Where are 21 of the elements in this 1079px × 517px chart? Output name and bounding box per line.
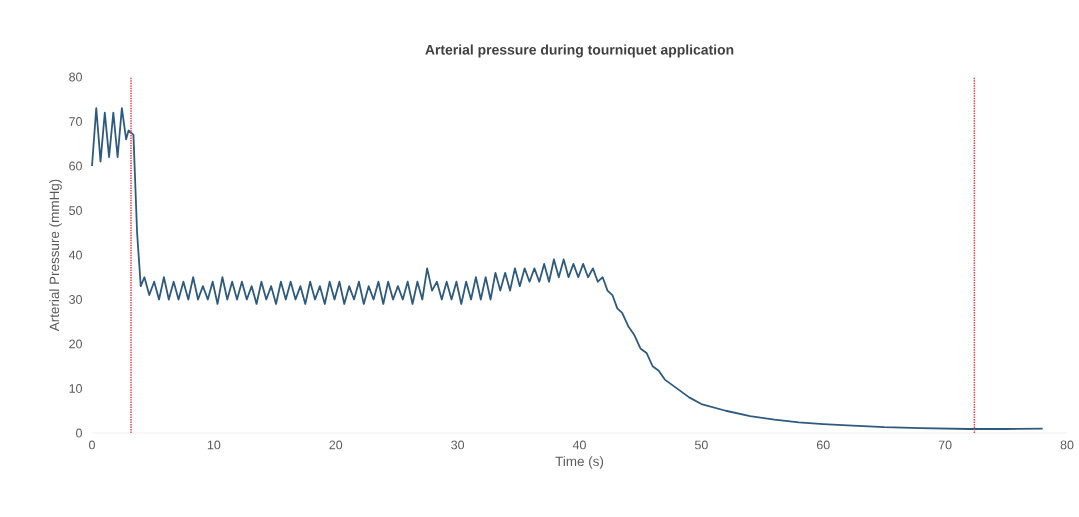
y-tick-label: 0	[76, 428, 82, 438]
y-tick-label: 40	[68, 250, 82, 260]
x-tick-label: 30	[451, 440, 465, 450]
y-tick-label: 10	[69, 384, 82, 393]
x-tick-label: 40	[572, 440, 586, 450]
x-tick-label: 0	[89, 440, 95, 450]
x-axis-title: Time (s)	[555, 456, 604, 469]
x-tick-label: 70	[938, 440, 952, 450]
chart-title: Arterial pressure during tourniquet application	[425, 44, 734, 58]
x-tick-label: 80	[1060, 440, 1074, 450]
x-tick-label: 50	[694, 440, 708, 450]
x-tick-label: 60	[816, 440, 830, 450]
y-tick-label: 50	[69, 206, 82, 215]
y-tick-label: 70	[69, 117, 82, 126]
y-tick-label: 20	[69, 339, 82, 349]
x-tick-label: 10	[207, 440, 221, 450]
y-tick-label: 30	[69, 295, 82, 304]
y-axis-title: Arterial Pressure (mmHg)	[49, 179, 62, 332]
x-tick-label: 20	[329, 440, 343, 450]
y-tick-label: 60	[69, 161, 82, 171]
y-tick-label: 80	[69, 72, 82, 82]
